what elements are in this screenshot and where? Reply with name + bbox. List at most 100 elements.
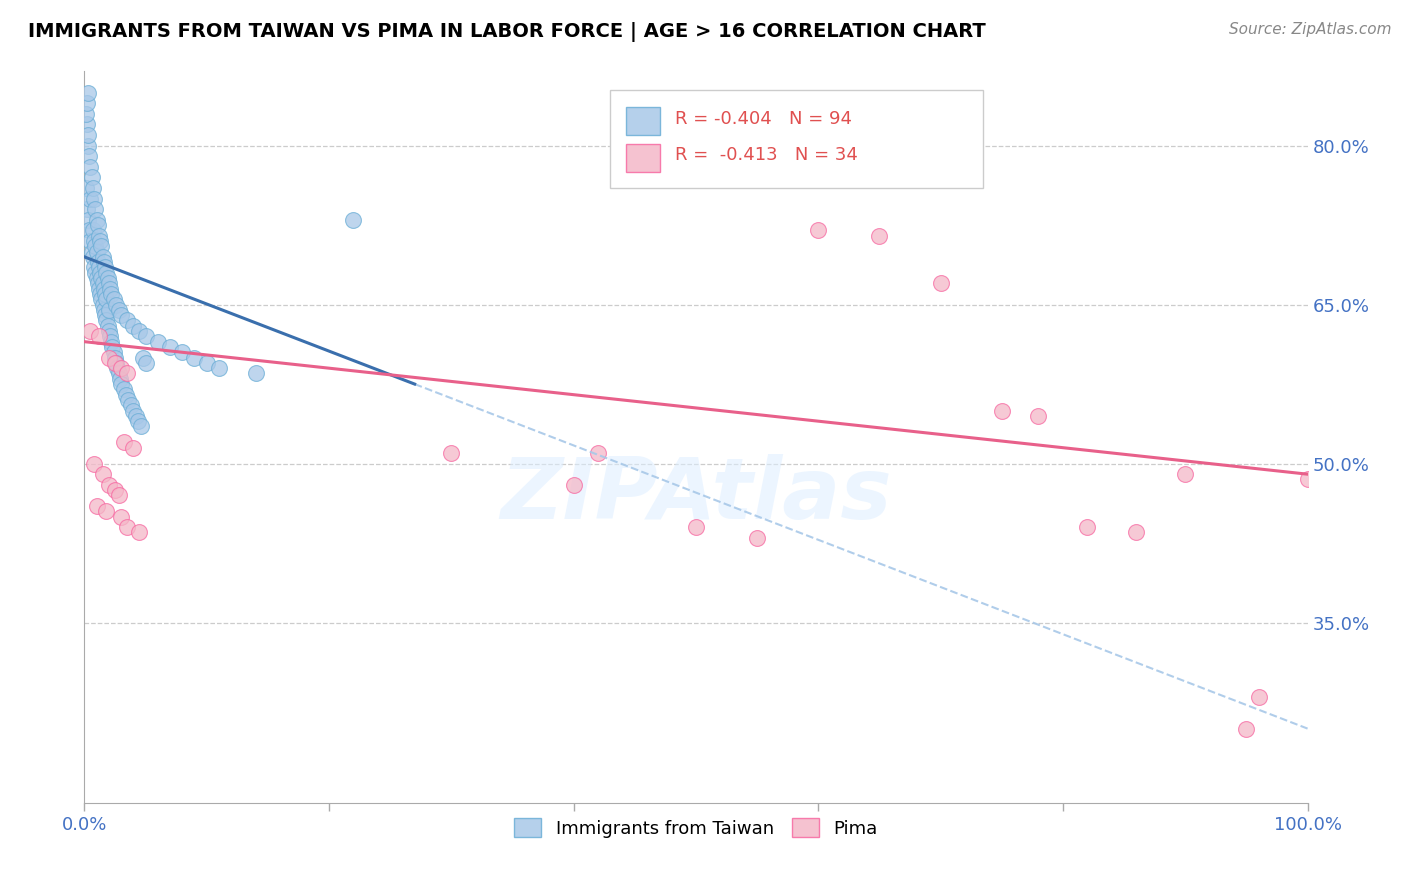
Point (75, 107, 97, 121)
Point (104, 356, 127, 370)
Point (122, 441, 145, 455)
Point (77, 128, 100, 142)
FancyBboxPatch shape (626, 107, 661, 135)
Point (122, 403, 145, 417)
Point (84, 266, 107, 280)
Point (208, 361, 231, 376)
Point (91, 467, 114, 482)
Point (91, 250, 114, 264)
Point (86, 212, 108, 227)
Point (747, 531, 769, 545)
Point (87, 277, 110, 291)
Point (342, 212, 364, 227)
Point (96, 313, 118, 327)
Point (1236, 722, 1258, 736)
Point (115, 313, 138, 327)
Point (1174, 467, 1197, 482)
Point (110, 361, 132, 376)
Point (77, 223, 100, 237)
Point (115, 387, 138, 401)
Point (77, 212, 100, 227)
Point (84, 202, 107, 216)
Point (869, 228, 891, 243)
Point (1247, 690, 1270, 704)
Point (76, 96, 98, 111)
Point (132, 351, 155, 365)
Point (93, 302, 115, 317)
Point (1028, 409, 1050, 423)
Point (117, 392, 139, 407)
Point (98, 282, 121, 296)
Point (94, 260, 117, 275)
Point (96, 504, 118, 518)
Point (135, 329, 157, 343)
Point (120, 398, 142, 412)
Point (586, 446, 609, 460)
Point (105, 297, 128, 311)
Point (112, 383, 135, 397)
Point (83, 192, 105, 206)
Point (91, 297, 114, 311)
Point (100, 287, 122, 301)
Point (97, 477, 120, 491)
Point (122, 318, 145, 333)
Point (135, 356, 157, 370)
Point (807, 223, 830, 237)
Point (79, 324, 101, 338)
Point (107, 488, 129, 502)
Legend: Immigrants from Taiwan, Pima: Immigrants from Taiwan, Pima (508, 811, 884, 845)
Point (96, 266, 118, 280)
Point (83, 234, 105, 248)
Point (93, 255, 115, 269)
Point (94, 308, 117, 322)
FancyBboxPatch shape (610, 90, 983, 188)
Point (97, 302, 120, 317)
Point (108, 372, 131, 386)
Point (110, 509, 132, 524)
Text: IMMIGRANTS FROM TAIWAN VS PIMA IN LABOR FORCE | AGE > 16 CORRELATION CHART: IMMIGRANTS FROM TAIWAN VS PIMA IN LABOR … (28, 22, 986, 42)
Point (104, 351, 127, 365)
Point (77, 86, 100, 100)
Point (96, 293, 118, 307)
Point (128, 324, 150, 338)
Point (86, 499, 108, 513)
Point (76, 117, 98, 131)
Point (82, 223, 104, 237)
Point (104, 483, 127, 497)
Point (80, 244, 103, 259)
Point (115, 520, 138, 534)
Point (77, 138, 100, 153)
Point (83, 457, 105, 471)
Point (125, 409, 148, 423)
Point (87, 260, 110, 275)
Point (685, 520, 707, 534)
Point (89, 287, 111, 301)
Point (90, 293, 112, 307)
Point (112, 435, 135, 450)
Point (110, 377, 132, 392)
Point (107, 367, 129, 381)
Point (93, 282, 115, 296)
Point (195, 356, 218, 370)
Point (1296, 473, 1319, 487)
Point (94, 287, 117, 301)
Point (440, 446, 463, 460)
Point (87, 255, 110, 269)
Point (1076, 520, 1098, 534)
Point (172, 345, 194, 359)
Point (97, 318, 120, 333)
Point (991, 403, 1014, 417)
Text: R = -0.404   N = 94: R = -0.404 N = 94 (675, 110, 852, 128)
FancyBboxPatch shape (626, 144, 661, 171)
Point (105, 356, 128, 370)
Point (183, 351, 205, 365)
Point (146, 334, 169, 349)
Point (87, 329, 110, 343)
Point (79, 160, 101, 174)
Point (89, 234, 111, 248)
Text: Source: ZipAtlas.com: Source: ZipAtlas.com (1229, 22, 1392, 37)
Point (245, 367, 267, 381)
Text: ZIPAtlas: ZIPAtlas (501, 454, 891, 537)
Point (110, 308, 132, 322)
Point (82, 250, 104, 264)
